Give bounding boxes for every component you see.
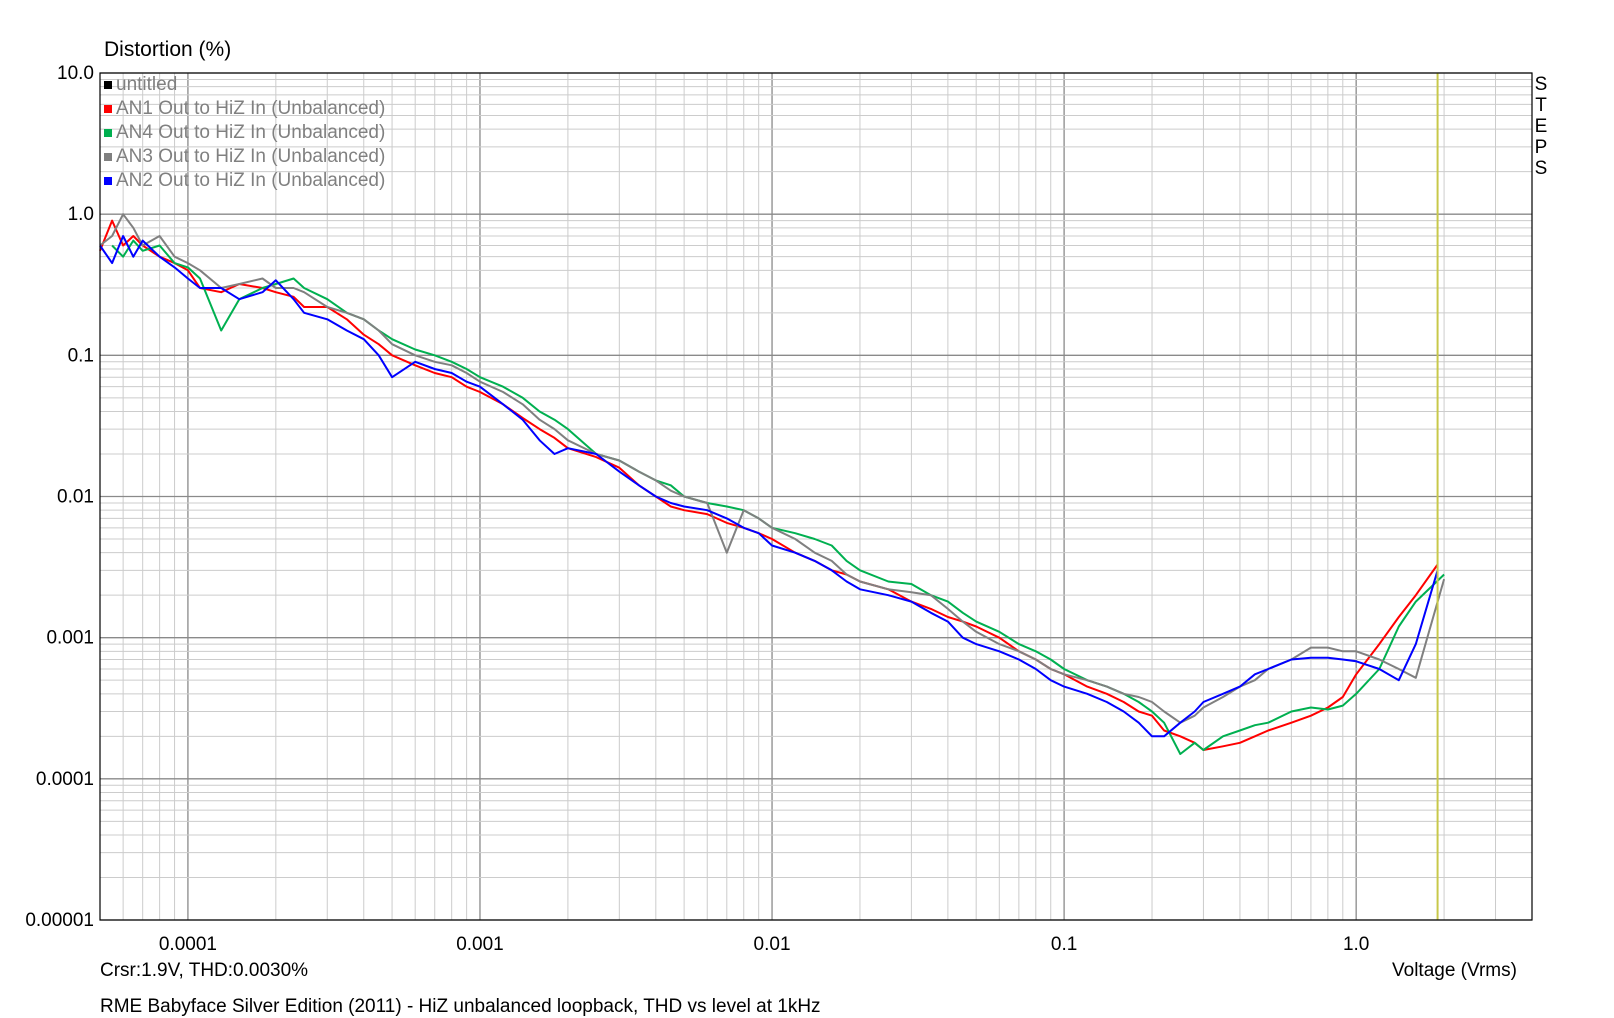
y-tick-label: 0.01: [57, 487, 94, 508]
y-tick-label: 10.0: [57, 63, 94, 84]
legend-label: AN4 Out to HiZ In (Unbalanced): [116, 122, 386, 143]
legend-item: AN3 Out to HiZ In (Unbalanced): [104, 145, 385, 169]
x-tick-label: 0.01: [754, 934, 791, 955]
x-tick-label: 1.0: [1343, 934, 1369, 955]
steps-side-label: STEPS: [1534, 74, 1548, 179]
legend-item: AN4 Out to HiZ In (Unbalanced): [104, 121, 385, 145]
legend-swatch: [104, 105, 112, 113]
y-tick-label: 0.00001: [25, 910, 94, 931]
y-tick-label: 0.001: [46, 628, 94, 649]
legend-label: AN1 Out to HiZ In (Unbalanced): [116, 98, 386, 119]
legend-item: AN1 Out to HiZ In (Unbalanced): [104, 97, 385, 121]
series-line-2: [111, 239, 1445, 755]
x-tick-label: 0.1: [1051, 934, 1077, 955]
legend-item: untitled: [104, 73, 385, 97]
y-tick-label: 0.0001: [36, 769, 94, 790]
y-tick-label: 1.0: [68, 204, 94, 225]
legend-item: AN2 Out to HiZ In (Unbalanced): [104, 169, 385, 193]
plot-frame: [99, 72, 1533, 921]
legend-swatch: [104, 81, 112, 89]
x-axis-title: Voltage (Vrms): [1392, 960, 1517, 981]
x-tick-label: 0.0001: [159, 934, 217, 955]
legend-label: AN3 Out to HiZ In (Unbalanced): [116, 146, 386, 167]
chart-caption: RME Babyface Silver Edition (2011) - HiZ…: [100, 996, 821, 1017]
tick-labels: 10.0 1.0 0.1 0.01 0.001 0.0001 0.00001 0.0001 0.…: [25, 63, 1369, 955]
series-line-4: [99, 235, 1439, 738]
series-lines: [99, 213, 1446, 755]
series-line-3: [99, 213, 1446, 724]
legend-swatch: [104, 153, 112, 161]
y-axis-title: Distortion (%): [104, 38, 232, 61]
grid-lines: [99, 72, 1533, 921]
legend-label: AN2 Out to HiZ In (Unbalanced): [116, 170, 386, 191]
cursor-readout: Crsr:1.9V, THD:0.0030%: [100, 960, 309, 981]
y-tick-label: 0.1: [68, 345, 94, 366]
x-tick-label: 0.001: [456, 934, 504, 955]
series-line-1: [99, 219, 1439, 751]
legend: untitled AN1 Out to HiZ In (Unbalanced) AN…: [104, 73, 385, 193]
legend-swatch: [104, 177, 112, 185]
legend-swatch: [104, 129, 112, 137]
legend-label: untitled: [116, 74, 178, 95]
